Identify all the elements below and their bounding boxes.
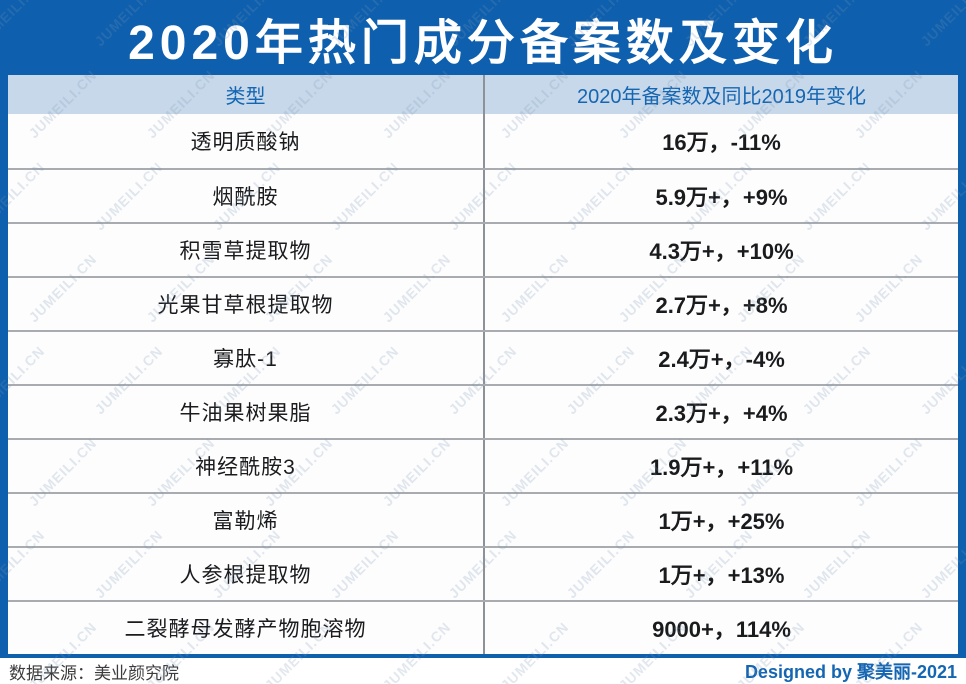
table-row: 二裂酵母发酵产物胞溶物 9000+，114%	[8, 600, 958, 654]
ingredient-name: 富勒烯	[8, 494, 485, 546]
ingredient-value: 2.4万+，-4%	[658, 347, 785, 372]
table-row: 神经酰胺3 1.9万+，+11%	[8, 438, 958, 492]
column-header-value: 2020年备案数及同比2019年变化	[577, 86, 866, 108]
table-row: 烟酰胺 5.9万+，+9%	[8, 168, 958, 222]
ingredient-name: 神经酰胺3	[8, 440, 485, 492]
ingredient-name: 牛油果树果脂	[8, 386, 485, 438]
footer: 数据来源：美业颜究院 Designed by 聚美丽-2021	[0, 658, 966, 684]
ingredient-value: 4.3万+，+10%	[649, 239, 794, 264]
table-row: 寡肽-1 2.4万+，-4%	[8, 330, 958, 384]
table-header-row: 类型 2020年备案数及同比2019年变化	[8, 75, 958, 114]
ingredient-value: 1.9万+，+11%	[649, 455, 794, 480]
ingredient-value: 5.9万+，+9%	[655, 185, 788, 210]
column-header-type: 类型	[8, 75, 485, 114]
table-row: 透明质酸钠 16万，-11%	[8, 114, 958, 168]
title-bar: 2020年热门成分备案数及变化	[8, 0, 958, 75]
page-title: 2020年热门成分备案数及变化	[128, 16, 838, 70]
ingredient-value: 16万，-11%	[662, 130, 781, 155]
table-row: 积雪草提取物 4.3万+，+10%	[8, 222, 958, 276]
ingredient-name: 寡肽-1	[8, 332, 485, 384]
ingredient-name: 透明质酸钠	[8, 114, 485, 168]
ingredient-value: 1万+，+13%	[658, 563, 785, 588]
designer-credit: Designed by 聚美丽-2021	[744, 662, 957, 682]
ingredient-name: 积雪草提取物	[8, 224, 485, 276]
ingredient-name: 光果甘草根提取物	[8, 278, 485, 330]
table-row: 人参根提取物 1万+，+13%	[8, 546, 958, 600]
data-source-label: 数据来源：美业颜究院	[9, 663, 179, 683]
table-row: 牛油果树果脂 2.3万+，+4%	[8, 384, 958, 438]
table-row: 光果甘草根提取物 2.7万+，+8%	[8, 276, 958, 330]
ingredient-name: 二裂酵母发酵产物胞溶物	[8, 602, 485, 654]
ingredient-value: 1万+，+25%	[658, 509, 785, 534]
table-board: 2020年热门成分备案数及变化 类型 2020年备案数及同比2019年变化 透明…	[0, 0, 966, 658]
table-row: 富勒烯 1万+，+25%	[8, 492, 958, 546]
ingredient-name: 烟酰胺	[8, 170, 485, 222]
ingredient-value: 2.3万+，+4%	[655, 401, 788, 426]
ingredient-name: 人参根提取物	[8, 548, 485, 600]
ingredient-value: 2.7万+，+8%	[655, 293, 788, 318]
ingredient-value: 9000+，114%	[652, 617, 791, 642]
